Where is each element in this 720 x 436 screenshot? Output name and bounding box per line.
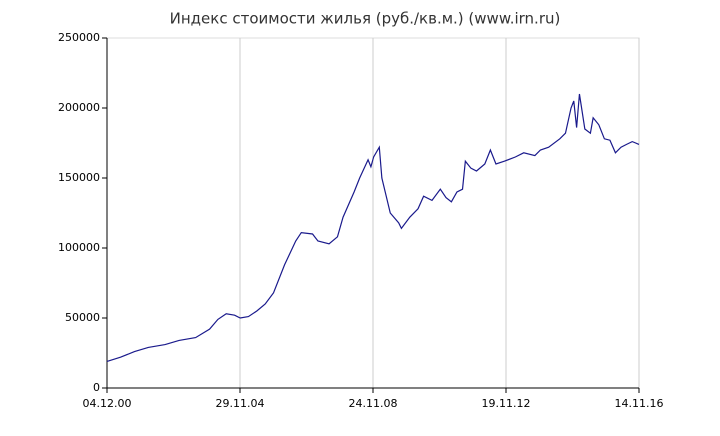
y-tick-label: 50000 [65, 311, 100, 324]
y-tick-label: 150000 [58, 171, 100, 184]
chart-title: Индекс стоимости жилья (руб./кв.м.) (www… [170, 10, 561, 28]
x-tick-label: 19.11.12 [482, 397, 531, 410]
y-tick-label: 0 [93, 381, 100, 394]
y-tick-label: 100000 [58, 241, 100, 254]
y-tick-label: 250000 [58, 31, 100, 44]
y-tick-label: 200000 [58, 101, 100, 114]
x-tick-label: 29.11.04 [216, 397, 265, 410]
data-line [106, 93, 640, 362]
x-tick-label: 24.11.08 [349, 397, 398, 410]
x-tick-label: 14.11.16 [615, 397, 664, 410]
x-tick-label: 04.12.00 [83, 397, 132, 410]
